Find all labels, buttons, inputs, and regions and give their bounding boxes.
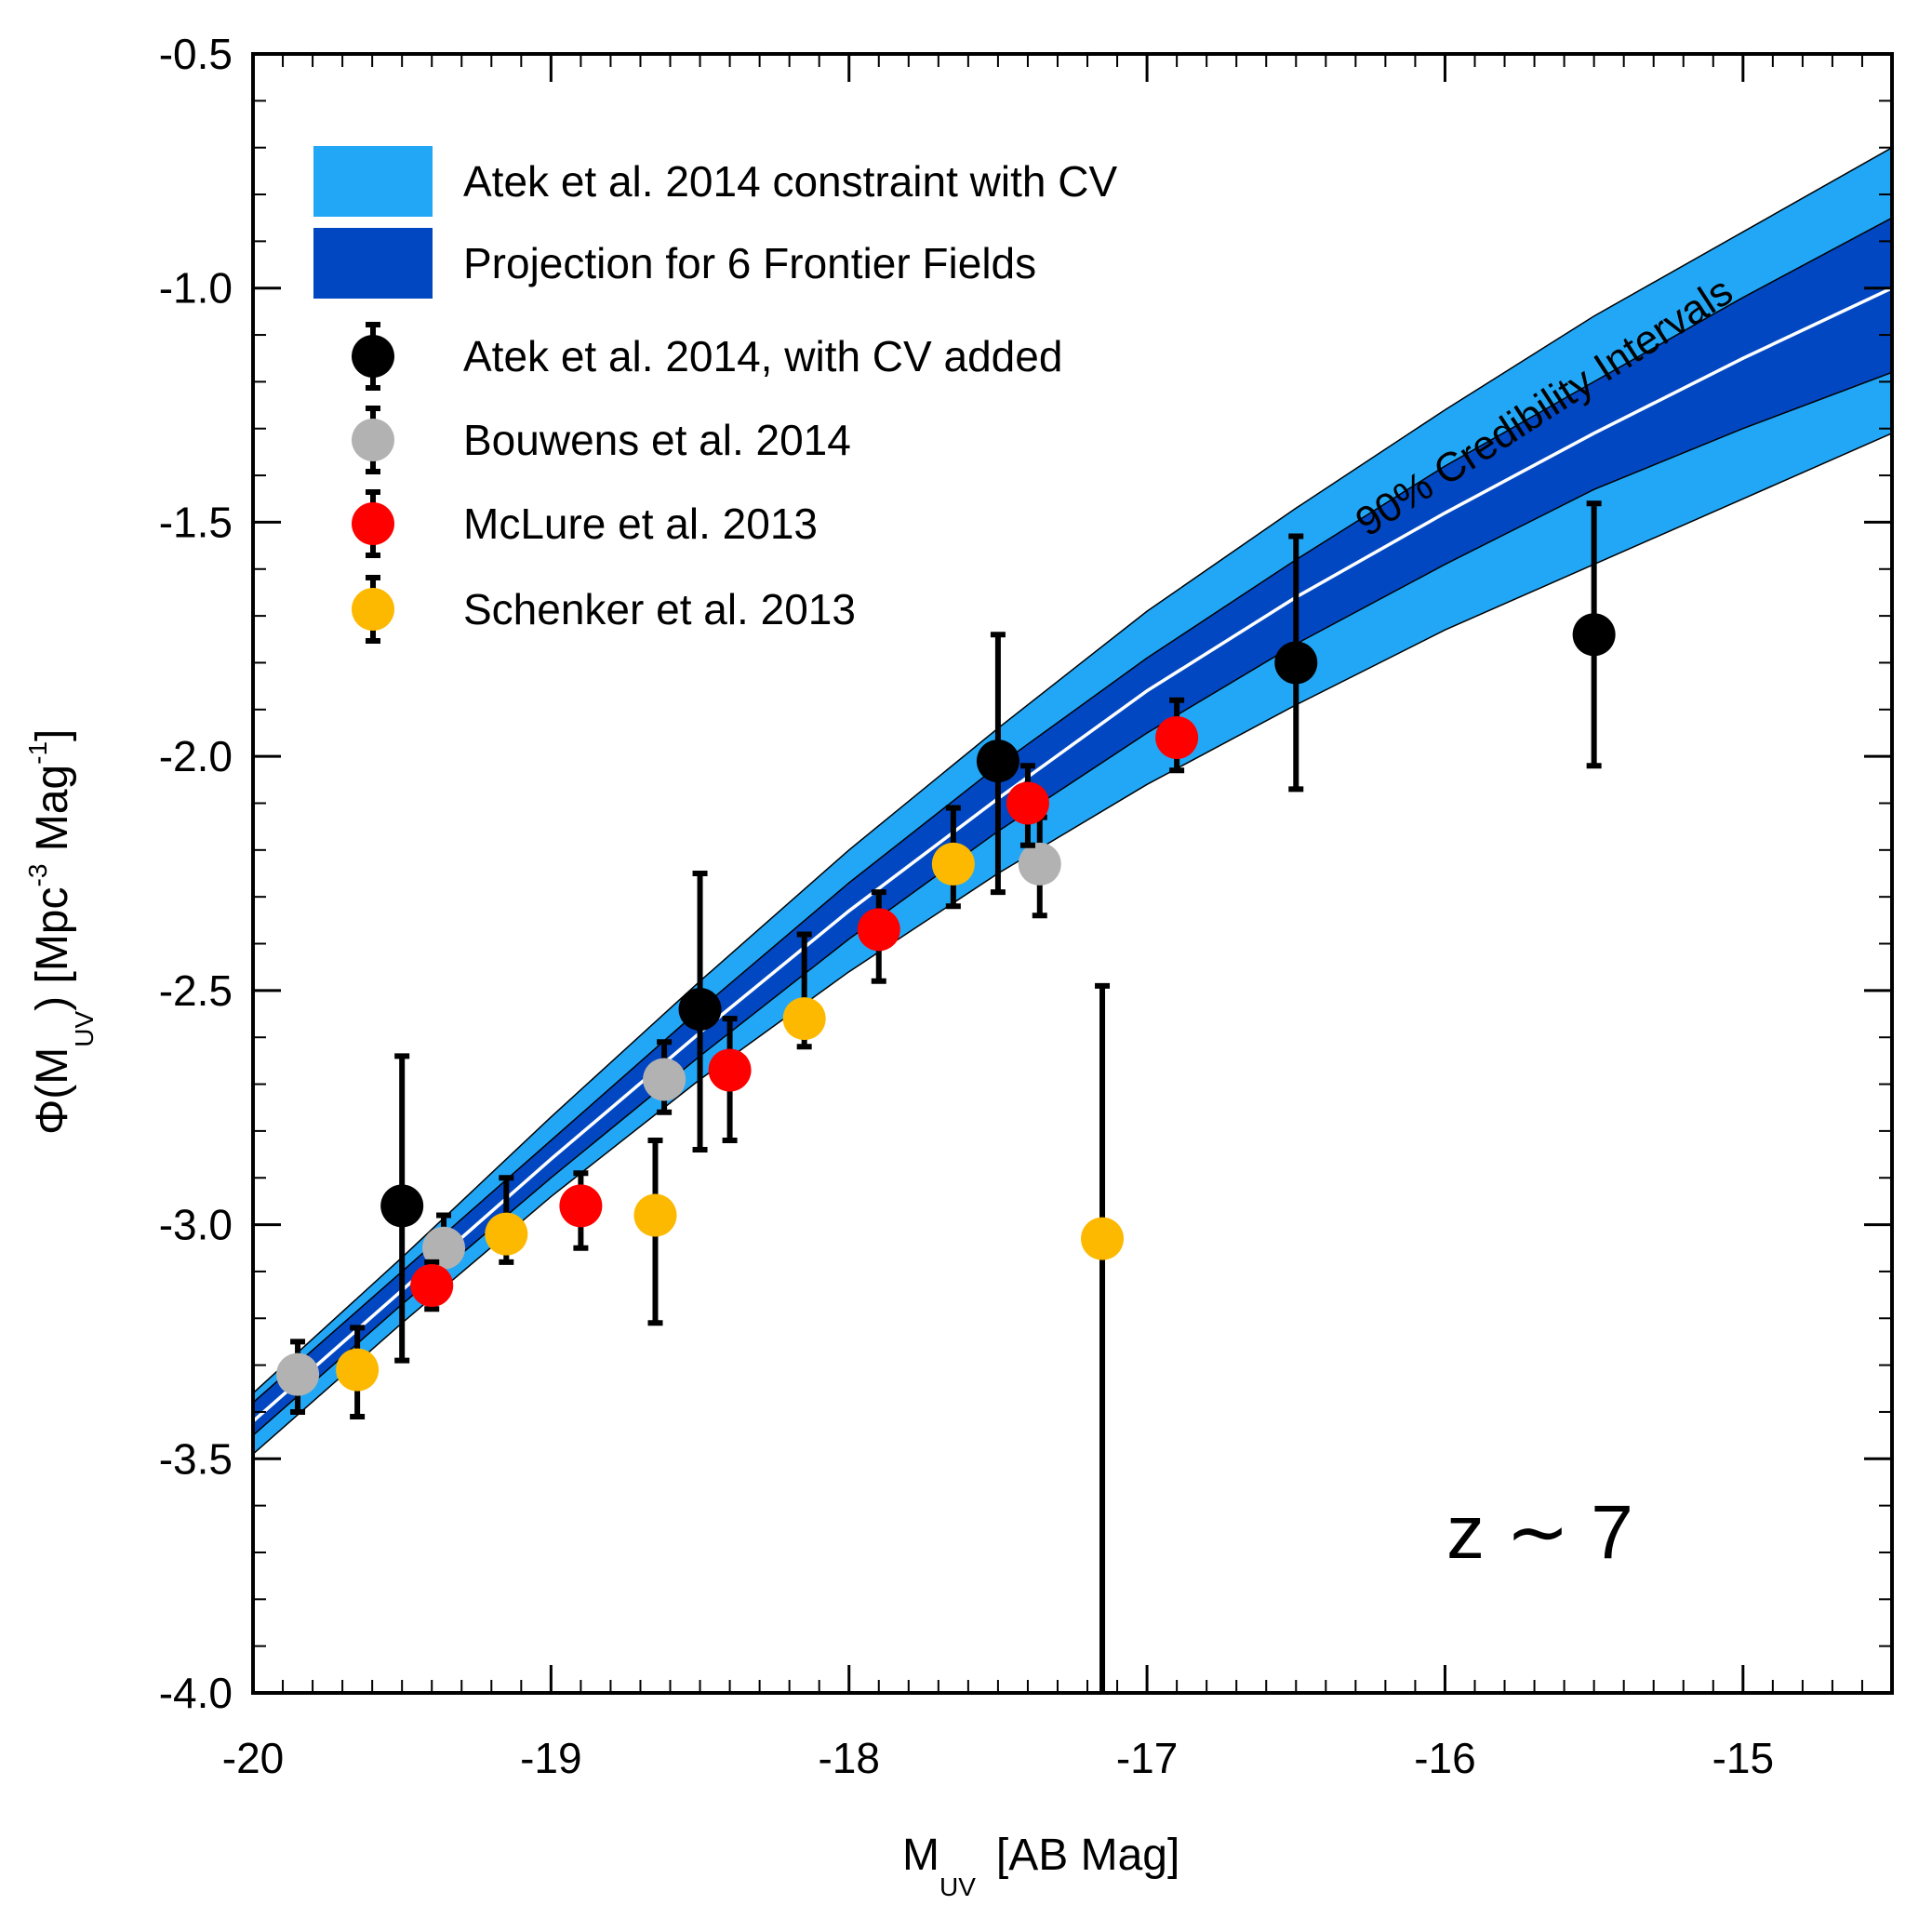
- y-tick-label: -3.0: [159, 1201, 233, 1249]
- series-1-point-1: [422, 1226, 466, 1270]
- y-ticks: -4.0 -3.5 -3.0 -2.5 -2.0 -1.5 -1.0 -0.5: [159, 30, 1892, 1717]
- plot-frame: [251, 52, 1894, 1695]
- legend-item-1: Projection for 6 Frontier Fields: [313, 228, 1036, 299]
- y-tick-label: -4.0: [159, 1669, 233, 1717]
- legend-label-1: Projection for 6 Frontier Fields: [463, 239, 1036, 287]
- legend-swatch-1: [313, 228, 433, 299]
- series-0-point-2: [976, 739, 1019, 783]
- x-tick-label: -18: [818, 1734, 879, 1782]
- x-tick-label: -16: [1414, 1734, 1475, 1782]
- axes: -20 -19 -18 -17 -16 -15 -4.0-3.5-3.0-2.5-2.0-…: [159, 30, 1894, 1782]
- x-axis-title-rest: [AB Mag]: [996, 1831, 1179, 1880]
- series-3-point-3: [782, 997, 826, 1041]
- legend-label-4: McLure et al. 2013: [463, 500, 818, 548]
- x-axis-title-base: M: [902, 1831, 939, 1880]
- legend-item-4: McLure et al. 2013: [352, 489, 818, 558]
- legend-label-5: Schenker et al. 2013: [463, 585, 856, 633]
- legend-marker-2: [352, 335, 394, 378]
- y-tick-label: -0.5: [159, 30, 233, 78]
- y-axis-title-mid2: Mag: [28, 765, 77, 864]
- y-axis-title-sup1: -3: [23, 864, 52, 887]
- x-tick-label: -20: [222, 1734, 284, 1782]
- x-tick-label: -19: [520, 1734, 581, 1782]
- series-3-point-5: [1081, 1217, 1125, 1260]
- y-tick-label: -1.0: [159, 264, 233, 313]
- legend-item-0: Atek et al. 2014 constraint with CV: [313, 146, 1117, 217]
- legend-swatch-0: [313, 146, 433, 217]
- y-axis-title-sup2: -1: [23, 741, 52, 765]
- y-tick-label: -2.5: [159, 966, 233, 1015]
- series-1-point-3: [1018, 842, 1061, 886]
- legend-label-2: Atek et al. 2014, with CV added: [463, 332, 1062, 380]
- median-line: [253, 286, 1892, 1423]
- legend-label-0: Atek et al. 2014 constraint with CV: [463, 157, 1117, 206]
- legend-marker-5: [352, 588, 394, 631]
- legend-item-2: Atek et al. 2014, with CV added: [352, 322, 1062, 391]
- y-axis-title-pre: Φ(M: [28, 1047, 77, 1135]
- legend-marker-4: [352, 502, 394, 545]
- y-axis-title-mid: ) [Mpc: [28, 886, 77, 1010]
- legend-label-3: Bouwens et al. 2014: [463, 416, 851, 464]
- series-2: [410, 697, 1199, 1312]
- series-3-point-4: [931, 842, 975, 886]
- series-2-point-5: [1155, 716, 1199, 760]
- y-tick-label: -1.5: [159, 498, 233, 546]
- y-axis-title-post: ]: [28, 729, 77, 741]
- series-0-point-3: [1274, 641, 1318, 685]
- legend-item-3: Bouwens et al. 2014: [352, 406, 851, 474]
- series-1-point-2: [643, 1058, 686, 1101]
- data-points: [276, 500, 1616, 1693]
- x-tick-label: -15: [1712, 1734, 1774, 1782]
- y-axis-title: Φ(MUV) [Mpc-3 Mag-1]: [23, 729, 99, 1135]
- series-1: [276, 814, 1061, 1415]
- series-2-point-0: [410, 1264, 454, 1308]
- legend-item-5: Schenker et al. 2013: [352, 575, 856, 644]
- series-2-point-3: [857, 908, 900, 952]
- x-axis-title: MUV [AB Mag]: [902, 1831, 1179, 1901]
- series-0-point-4: [1572, 613, 1616, 657]
- series-0-point-1: [678, 987, 722, 1031]
- legend: Atek et al. 2014 constraint with CV Proje…: [313, 146, 1117, 644]
- series-1-point-0: [276, 1352, 320, 1396]
- series-3-point-0: [336, 1348, 380, 1392]
- series-2-point-4: [1006, 781, 1049, 825]
- legend-marker-3: [352, 419, 394, 461]
- series-3-point-1: [485, 1212, 528, 1256]
- series-0: [380, 500, 1616, 1364]
- series-2-point-1: [559, 1184, 603, 1228]
- y-tick-label: -2.0: [159, 732, 233, 780]
- y-axis-title-sub: UV: [70, 1011, 99, 1047]
- x-axis-title-sub: UV: [939, 1872, 976, 1901]
- redshift-label: z ∼ 7: [1446, 1490, 1633, 1575]
- series-2-point-2: [708, 1048, 752, 1092]
- x-ticks: -20 -19 -18 -17 -16 -15: [222, 54, 1863, 1782]
- x-tick-label: -17: [1116, 1734, 1178, 1782]
- series-3: [336, 805, 1125, 1693]
- y-tick-label: -3.5: [159, 1434, 233, 1483]
- series-3-point-2: [633, 1193, 677, 1237]
- series-0-point-0: [380, 1184, 424, 1228]
